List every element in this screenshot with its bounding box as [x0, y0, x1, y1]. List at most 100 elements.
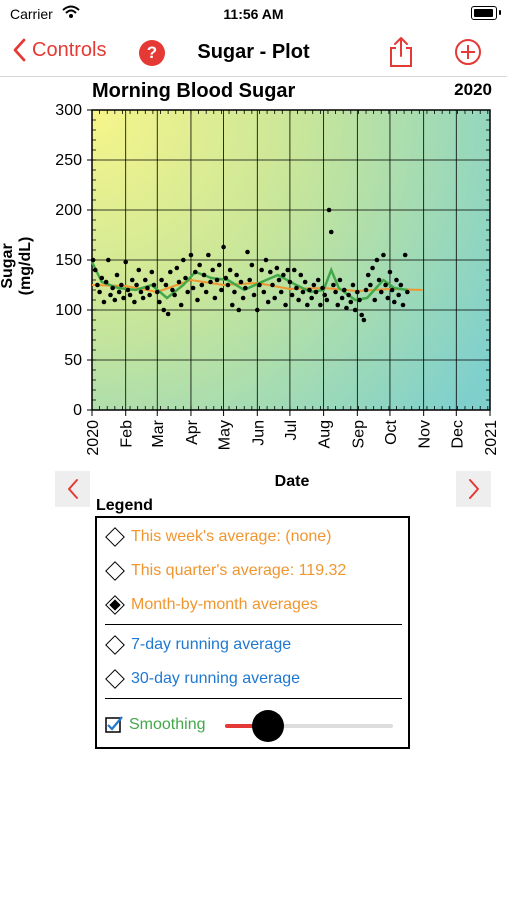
data-point [281, 272, 286, 278]
data-point [350, 282, 356, 288]
data-point [346, 292, 351, 298]
data-point [311, 282, 317, 288]
legend-30-day-average-label: 30-day running average [131, 670, 301, 687]
data-point [238, 279, 244, 285]
legend-title: Legend [96, 497, 153, 514]
data-point [181, 257, 186, 263]
data-point [221, 244, 226, 250]
back-button[interactable]: Controls [12, 38, 106, 62]
data-point [335, 302, 341, 308]
data-point [245, 249, 250, 255]
axis-ticks [87, 109, 491, 416]
data-point [129, 277, 135, 283]
legend-7-day-average[interactable]: 7-day running average [105, 635, 291, 655]
data-point [251, 292, 257, 298]
data-point [225, 282, 231, 288]
data-point [214, 277, 220, 283]
legend-week-average[interactable]: This week's average: (none) [105, 527, 331, 547]
y-tick-label: 0 [73, 402, 82, 419]
data-point [324, 297, 330, 303]
data-point [389, 287, 395, 293]
data-point [219, 287, 224, 293]
smoothing-slider-knob[interactable] [252, 710, 284, 742]
x-tick-label: May [217, 420, 234, 450]
data-point [142, 277, 148, 283]
share-icon[interactable] [388, 36, 414, 68]
chevron-left-icon [13, 38, 26, 62]
data-point [378, 289, 384, 295]
y-tick-label: 50 [64, 352, 82, 369]
data-point [240, 295, 246, 301]
y-tick-label: 100 [55, 302, 82, 319]
data-point [383, 282, 388, 288]
carrier-label: Carrier [10, 6, 53, 22]
data-point [90, 257, 96, 263]
data-point [261, 289, 267, 295]
data-point [398, 282, 404, 288]
data-point [234, 272, 239, 278]
smoothing-toggle[interactable]: Smoothing [105, 716, 206, 734]
back-button-label: Controls [32, 38, 107, 61]
data-point [151, 282, 157, 288]
data-point [147, 292, 152, 298]
legend-30-day-average[interactable]: 30-day running average [105, 669, 301, 689]
diamond-icon [105, 669, 125, 689]
data-point [149, 269, 155, 275]
plus-circle-icon[interactable] [454, 38, 482, 66]
data-point [227, 267, 233, 273]
x-tick-label: Sep [350, 420, 367, 449]
data-point [302, 279, 308, 285]
data-point [170, 287, 175, 293]
data-point [313, 289, 319, 295]
wifi-icon [62, 5, 80, 18]
x-tick-label: Jun [250, 420, 267, 446]
x-tick-label: 2021 [483, 420, 500, 456]
data-point [368, 282, 373, 288]
x-tick-label: Mar [150, 419, 167, 447]
data-point [322, 292, 328, 298]
data-point [274, 265, 280, 271]
data-point [402, 252, 408, 258]
legend-monthly-averages[interactable]: Month-by-month averages [105, 595, 318, 615]
checkbox-checked-icon[interactable] [105, 716, 123, 734]
data-point [257, 282, 262, 288]
divider [105, 698, 402, 699]
data-point [296, 297, 301, 303]
data-point [108, 292, 113, 298]
data-point [287, 279, 293, 285]
next-period-button[interactable] [456, 471, 491, 507]
y-tick-label: 300 [55, 102, 82, 119]
data-point [320, 285, 325, 291]
data-point [110, 285, 115, 291]
smoothing-slider-track[interactable] [225, 724, 393, 728]
diamond-selected-icon [105, 595, 125, 615]
data-point [337, 277, 343, 283]
data-point [392, 299, 397, 305]
data-point [188, 252, 194, 258]
data-point [374, 257, 380, 263]
smoothing-label: Smoothing [129, 716, 206, 733]
data-point [203, 289, 209, 295]
data-point [272, 295, 277, 301]
help-button[interactable]: ? [139, 40, 165, 66]
data-point [236, 307, 242, 313]
data-point [333, 289, 338, 295]
data-points [90, 207, 410, 323]
chevron-left-icon [67, 479, 78, 499]
x-axis-label: Date [274, 473, 310, 490]
data-point [132, 299, 137, 305]
data-point [112, 297, 118, 303]
data-point [190, 285, 196, 291]
data-point [276, 277, 282, 283]
y-tick-label: 150 [55, 252, 82, 269]
status-bar: Carrier 11:56 AM [0, 0, 507, 30]
data-point [315, 277, 321, 283]
legend-quarter-average[interactable]: This quarter's average: 119.32 [105, 561, 346, 581]
data-point [289, 292, 295, 298]
data-point [140, 295, 146, 301]
previous-period-button[interactable] [55, 471, 90, 507]
data-point [114, 272, 120, 278]
data-point [163, 282, 169, 288]
data-point [195, 297, 200, 303]
data-point [405, 289, 410, 295]
